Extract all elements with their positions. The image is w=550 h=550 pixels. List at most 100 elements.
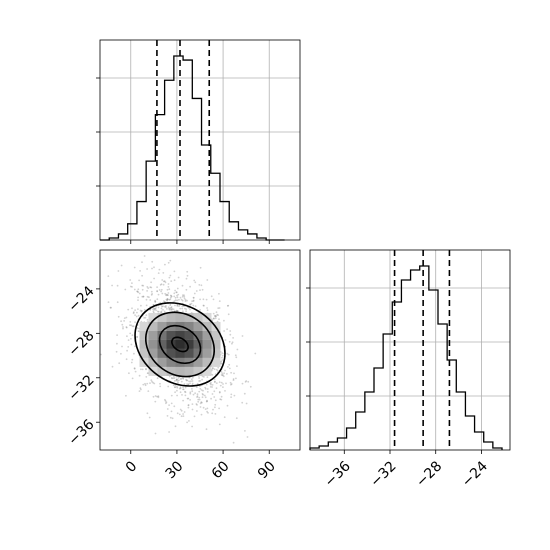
joint-point [218,307,221,309]
joint-point [230,396,233,398]
joint-density-block [148,312,158,322]
joint-point [139,387,142,390]
joint-point [140,309,143,312]
joint-point [154,300,157,303]
joint-point [187,404,190,406]
joint-density-block [148,357,158,367]
joint-point [133,288,136,291]
joint-point [170,410,173,413]
joint-point [213,381,216,383]
joint-point [116,342,118,345]
joint-point [182,377,184,379]
joint-point [136,290,139,293]
joint-point [233,394,236,397]
joint-density-block [166,357,176,367]
joint-point [150,290,153,293]
joint-point [186,270,189,273]
joint-point [153,382,156,385]
joint-point [235,356,238,359]
joint-point [212,367,214,370]
joint-point [227,304,230,307]
joint-point [182,415,185,417]
joint-point [166,299,169,302]
joint-point [120,352,122,355]
joint-point [182,294,184,296]
joint-point [199,289,201,291]
joint-point [164,292,167,295]
joint-point [173,375,175,378]
joint-point [203,376,205,378]
joint-point [226,373,228,375]
joint-point [180,415,183,418]
joint-density-block [139,339,149,349]
joint-point [211,412,214,415]
joint-point [202,406,205,409]
joint-point [182,386,185,389]
joint-point [148,296,150,299]
joint-point [142,295,145,298]
joint-point [199,309,202,311]
joint-point [159,385,162,388]
joint-density-block [166,312,176,322]
joint-point [153,277,156,280]
joint-density-block [202,348,212,358]
joint-point [223,416,226,419]
joint-contour-2 [158,324,202,365]
joint-point [210,382,212,384]
joint-point [151,260,154,263]
joint-point [230,371,233,374]
joint-point [207,412,209,414]
joint-point [175,291,178,294]
joint-point [212,317,215,320]
joint-point [176,294,178,297]
joint-density-block [202,366,212,376]
joint-point [139,270,142,272]
joint-point [136,327,139,329]
joint-point [206,279,209,281]
joint-point [157,272,160,274]
joint-point [178,298,180,301]
joint-point [134,370,137,373]
joint-point [228,340,231,343]
joint-point [214,373,217,375]
joint-point [218,318,220,321]
joint-point [133,367,136,369]
joint-contour-3 [171,336,189,353]
joint-point [167,385,170,388]
joint-point [116,284,119,287]
joint-point [184,386,187,389]
joint-point [235,377,237,380]
joint-point [142,383,145,386]
joint-point [145,298,148,301]
joint-point [173,300,176,303]
joint-point [210,383,212,386]
joint-point [188,307,190,309]
joint-point [166,288,169,291]
joint-point [213,378,216,381]
joint-density-block [193,366,203,376]
joint-density-block [157,357,167,367]
joint-point [137,330,140,332]
joint-point [180,380,183,383]
joint-ytick-label-1: −28 [65,328,97,360]
joint-point [214,399,217,402]
joint-point [186,397,189,400]
joint-point [206,307,209,309]
joint-point [179,386,182,388]
joint-point [189,308,191,311]
joint-point [198,284,201,286]
joint-point [154,299,157,302]
joint-point [143,308,146,311]
joint-point [183,383,186,385]
joint-point [166,298,169,301]
joint-point [176,310,178,312]
joint-point [198,390,201,393]
joint-point [194,392,197,395]
joint-point [146,382,149,385]
joint-point [145,304,148,307]
joint-point [202,389,204,392]
joint-point [140,304,142,307]
joint-point [149,308,152,311]
joint-point [136,290,139,293]
joint-xtick-label-1: 30 [163,458,187,482]
